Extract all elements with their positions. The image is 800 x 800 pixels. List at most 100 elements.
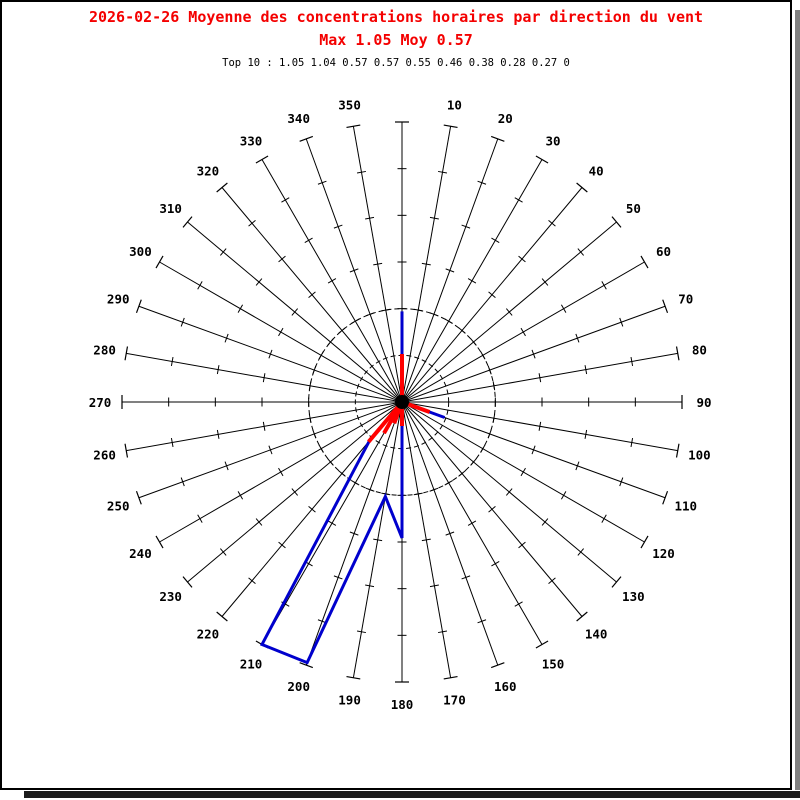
radial-tick bbox=[356, 170, 367, 174]
direction-label: 290 bbox=[107, 292, 130, 307]
spoke-end-tick bbox=[182, 216, 193, 228]
direction-label: 180 bbox=[391, 697, 414, 712]
radial-tick bbox=[356, 630, 367, 634]
radial-tick bbox=[518, 255, 526, 263]
direction-label: 60 bbox=[656, 244, 671, 259]
radial-tick bbox=[445, 531, 455, 536]
direction-label: 330 bbox=[240, 133, 263, 148]
radial-tick bbox=[520, 327, 526, 337]
spoke-end-tick bbox=[299, 662, 314, 669]
radial-tick bbox=[518, 541, 526, 549]
spoke-end-tick bbox=[299, 135, 314, 142]
radial-tick bbox=[488, 505, 496, 513]
radial-tick bbox=[262, 421, 266, 431]
radial-tick bbox=[467, 520, 477, 526]
radial-tick bbox=[308, 291, 316, 299]
radial-tick bbox=[224, 333, 229, 343]
spoke-end-tick bbox=[490, 662, 505, 669]
radial-tick bbox=[491, 560, 500, 567]
spoke-end-tick bbox=[255, 155, 269, 164]
radial-tick bbox=[268, 349, 273, 359]
radial-tick bbox=[467, 278, 477, 284]
spoke-end-tick bbox=[576, 182, 588, 193]
radial-tick bbox=[477, 619, 487, 624]
radial-tick bbox=[630, 356, 634, 367]
radial-tick bbox=[538, 373, 542, 383]
direction-label: 190 bbox=[338, 692, 361, 707]
radial-tick bbox=[333, 575, 343, 580]
radial-tick bbox=[224, 461, 229, 471]
radial-tick bbox=[278, 541, 286, 549]
radial-tick bbox=[461, 575, 471, 580]
radial-tick bbox=[327, 520, 337, 526]
spoke-end-tick bbox=[443, 124, 458, 129]
direction-label: 130 bbox=[622, 589, 645, 604]
radial-tick bbox=[444, 480, 453, 486]
radial-tick bbox=[548, 219, 556, 227]
radial-tick bbox=[584, 429, 588, 439]
radial-tick bbox=[216, 365, 220, 375]
spoke-end-tick bbox=[346, 675, 361, 680]
radial-tick bbox=[413, 308, 423, 312]
radial-tick bbox=[429, 216, 439, 220]
direction-label: 20 bbox=[498, 111, 513, 126]
radial-tick bbox=[327, 458, 334, 466]
window-shadow-bottom bbox=[24, 791, 800, 798]
radial-tick bbox=[444, 318, 453, 324]
spoke-end-tick bbox=[662, 490, 669, 505]
radial-tick bbox=[365, 487, 375, 492]
direction-label: 310 bbox=[159, 201, 182, 216]
window-shadow-right bbox=[795, 10, 800, 790]
radial-tick bbox=[491, 237, 500, 244]
radial-tick bbox=[216, 429, 220, 439]
direction-label: 40 bbox=[589, 164, 604, 179]
radial-tick bbox=[429, 312, 439, 317]
spoke-end-tick bbox=[124, 346, 129, 361]
radial-tick bbox=[351, 480, 360, 486]
radial-tick bbox=[180, 477, 185, 487]
direction-label: 160 bbox=[494, 679, 517, 694]
spoke-end-tick bbox=[675, 346, 680, 361]
direction-label: 230 bbox=[159, 589, 182, 604]
spoke-end-tick bbox=[135, 299, 142, 314]
radial-tick bbox=[461, 224, 471, 229]
radial-tick bbox=[514, 601, 523, 607]
radial-tick bbox=[541, 518, 549, 526]
spoke-end-tick bbox=[611, 576, 622, 588]
spoke-end-tick bbox=[443, 675, 458, 680]
radial-tick bbox=[308, 505, 316, 513]
radial-tick bbox=[421, 262, 431, 266]
radial-tick bbox=[308, 381, 312, 391]
direction-label: 210 bbox=[240, 657, 263, 672]
radial-tick bbox=[255, 278, 263, 286]
direction-label: 120 bbox=[652, 546, 675, 561]
radial-tick bbox=[351, 318, 360, 324]
radial-tick bbox=[248, 219, 256, 227]
radial-tick bbox=[575, 333, 580, 343]
direction-label: 340 bbox=[287, 111, 310, 126]
radial-tick bbox=[487, 429, 492, 439]
spoke-end-tick bbox=[216, 182, 228, 193]
radial-tick bbox=[349, 268, 359, 273]
spoke-end-tick bbox=[662, 299, 669, 314]
radial-tick bbox=[458, 470, 466, 477]
radial-tick bbox=[630, 437, 634, 448]
radial-tick bbox=[560, 491, 567, 500]
radial-tick bbox=[584, 365, 588, 375]
radial-tick bbox=[373, 538, 383, 542]
radial-tick bbox=[541, 278, 549, 286]
radial-tick bbox=[458, 327, 466, 334]
chart-title: 2026-02-26 Moyenne des concentrations ho… bbox=[88, 8, 704, 26]
radial-tick bbox=[338, 327, 346, 334]
spoke-end-tick bbox=[346, 124, 361, 129]
direction-label: 80 bbox=[692, 343, 707, 358]
radial-tick bbox=[429, 584, 439, 588]
radial-tick bbox=[470, 458, 477, 466]
radial-tick bbox=[237, 304, 244, 313]
direction-label: 140 bbox=[585, 626, 608, 641]
radial-tick bbox=[531, 445, 536, 455]
radial-tick bbox=[219, 548, 227, 556]
radial-tick bbox=[291, 488, 299, 496]
